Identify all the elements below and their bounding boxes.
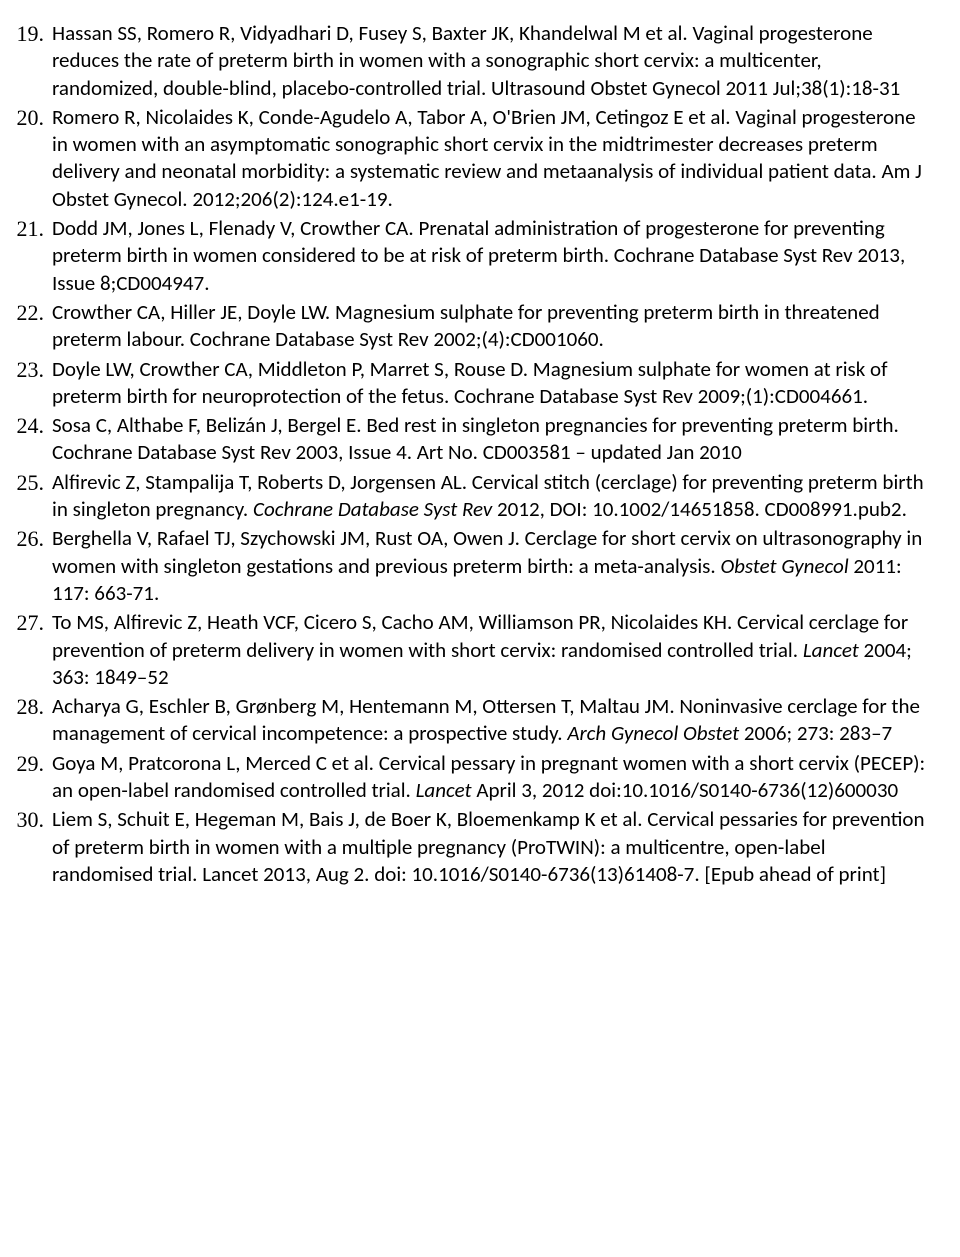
reference-number: 21. <box>10 215 52 297</box>
reference-list: 19.Hassan SS, Romero R, Vidyadhari D, Fu… <box>10 20 930 888</box>
reference-item: 19.Hassan SS, Romero R, Vidyadhari D, Fu… <box>10 20 930 102</box>
reference-number: 22. <box>10 299 52 354</box>
reference-item: 27.To MS, Alfirevic Z, Heath VCF, Cicero… <box>10 609 930 691</box>
reference-text: Hassan SS, Romero R, Vidyadhari D, Fusey… <box>52 20 930 102</box>
reference-text: To MS, Alfirevic Z, Heath VCF, Cicero S,… <box>52 609 930 691</box>
reference-number: 25. <box>10 469 52 524</box>
reference-number: 26. <box>10 525 52 607</box>
reference-item: 29.Goya M, Pratcorona L, Merced C et al.… <box>10 750 930 805</box>
reference-text: Sosa C, Althabe F, Belizán J, Bergel E. … <box>52 412 930 467</box>
reference-number: 27. <box>10 609 52 691</box>
reference-number: 23. <box>10 356 52 411</box>
reference-text: Romero R, Nicolaides K, Conde-Agudelo A,… <box>52 104 930 213</box>
reference-number: 28. <box>10 693 52 748</box>
reference-text: Alfirevic Z, Stampalija T, Roberts D, Jo… <box>52 469 930 524</box>
reference-item: 24.Sosa C, Althabe F, Belizán J, Bergel … <box>10 412 930 467</box>
reference-item: 23.Doyle LW, Crowther CA, Middleton P, M… <box>10 356 930 411</box>
reference-number: 29. <box>10 750 52 805</box>
reference-item: 25.Alfirevic Z, Stampalija T, Roberts D,… <box>10 469 930 524</box>
reference-text: Goya M, Pratcorona L, Merced C et al. Ce… <box>52 750 930 805</box>
reference-item: 22.Crowther CA, Hiller JE, Doyle LW. Mag… <box>10 299 930 354</box>
reference-text: Doyle LW, Crowther CA, Middleton P, Marr… <box>52 356 930 411</box>
reference-number: 19. <box>10 20 52 102</box>
reference-text: Crowther CA, Hiller JE, Doyle LW. Magnes… <box>52 299 930 354</box>
reference-item: 30.Liem S, Schuit E, Hegeman M, Bais J, … <box>10 806 930 888</box>
reference-text: Dodd JM, Jones L, Flenady V, Crowther CA… <box>52 215 930 297</box>
reference-number: 20. <box>10 104 52 213</box>
reference-item: 28.Acharya G, Eschler B, Grønberg M, Hen… <box>10 693 930 748</box>
reference-item: 26.Berghella V, Rafael TJ, Szychowski JM… <box>10 525 930 607</box>
reference-number: 24. <box>10 412 52 467</box>
reference-text: Berghella V, Rafael TJ, Szychowski JM, R… <box>52 525 930 607</box>
reference-number: 30. <box>10 806 52 888</box>
reference-item: 21.Dodd JM, Jones L, Flenady V, Crowther… <box>10 215 930 297</box>
reference-text: Acharya G, Eschler B, Grønberg M, Hentem… <box>52 693 930 748</box>
reference-item: 20.Romero R, Nicolaides K, Conde-Agudelo… <box>10 104 930 213</box>
reference-text: Liem S, Schuit E, Hegeman M, Bais J, de … <box>52 806 930 888</box>
